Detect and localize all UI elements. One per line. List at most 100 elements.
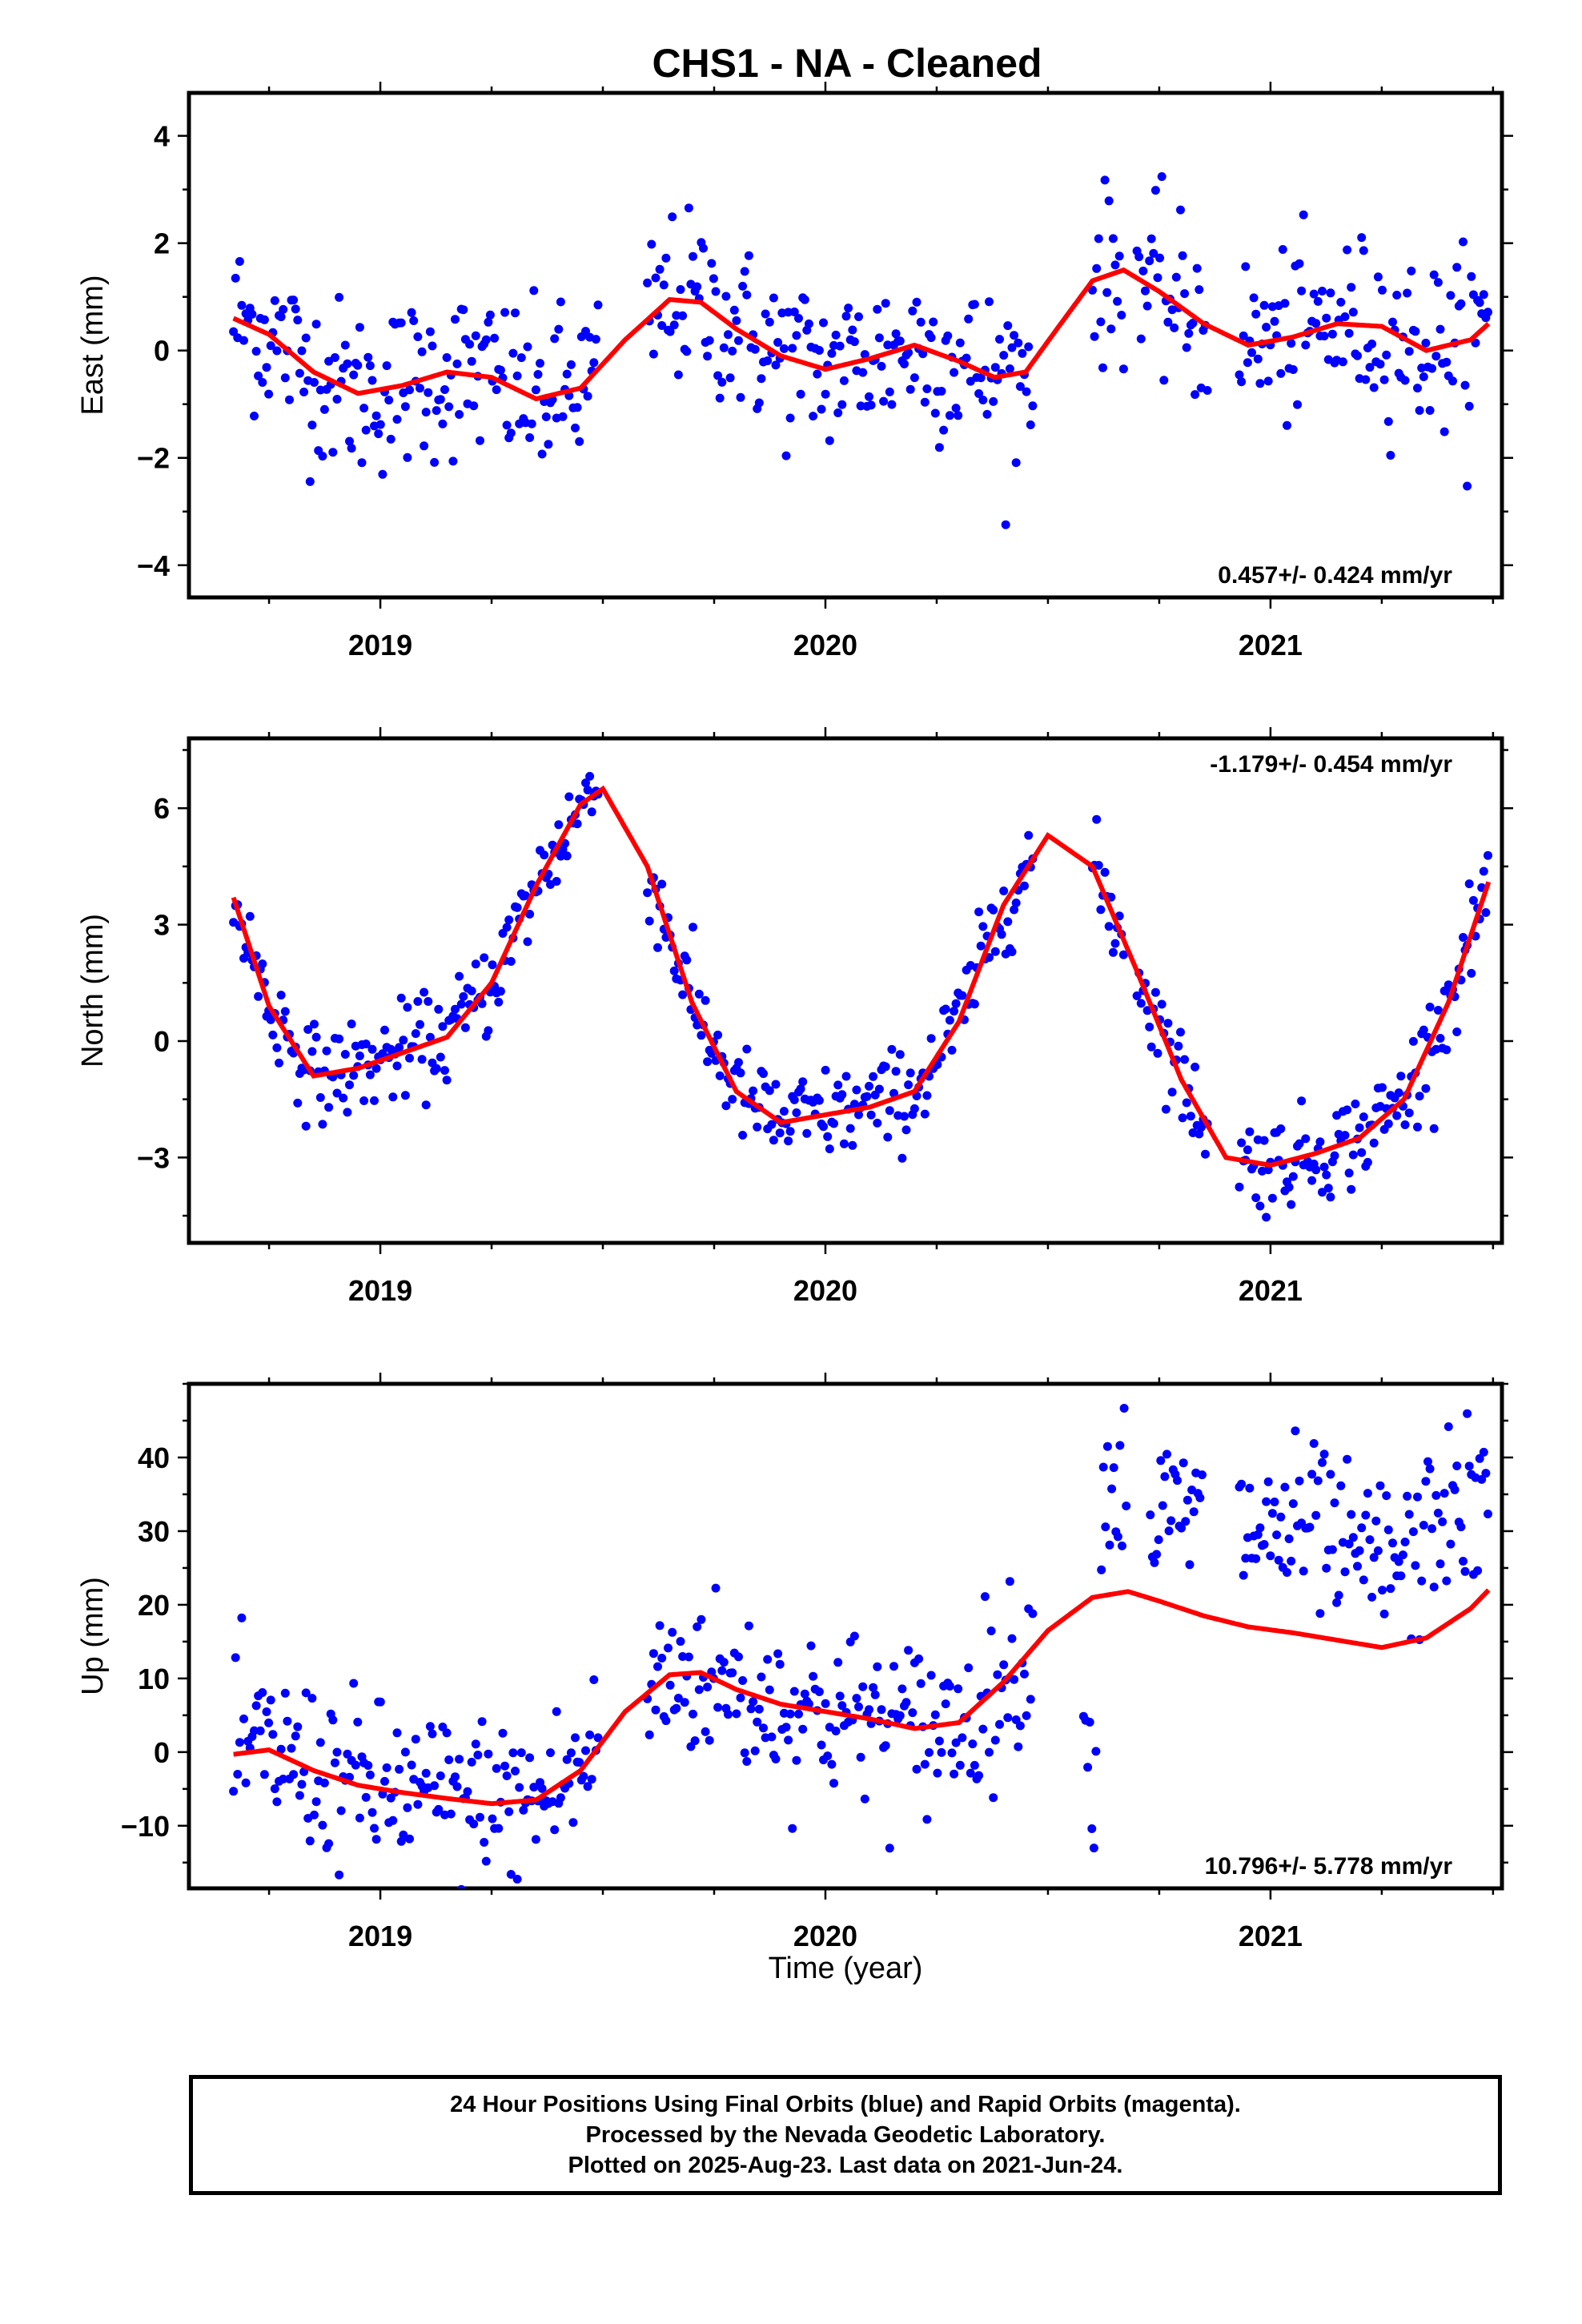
east-data-point	[1145, 256, 1154, 266]
north-data-point	[728, 1095, 737, 1104]
east-data-point	[1311, 319, 1321, 328]
east-data-point	[375, 420, 385, 429]
north-data-point	[367, 1044, 377, 1054]
up-data-point	[1166, 1516, 1176, 1526]
east-data-point	[511, 308, 520, 318]
up-data-point	[1446, 1539, 1456, 1549]
north-data-point	[1363, 1157, 1372, 1167]
north-data-point	[556, 851, 565, 861]
north-data-point	[1348, 1150, 1358, 1160]
east-data-point	[1373, 272, 1383, 282]
up-data-point	[970, 1760, 979, 1770]
up-data-point	[986, 1626, 996, 1635]
up-data-point	[1105, 1540, 1114, 1550]
east-data-point	[484, 317, 493, 327]
east-data-point	[1400, 376, 1410, 385]
north-data-point	[1433, 1006, 1443, 1015]
east-data-point	[307, 420, 317, 430]
east-data-point	[506, 428, 516, 438]
up-data-point	[1404, 1510, 1414, 1519]
up-data-point	[968, 1739, 978, 1749]
east-data-point	[995, 335, 1004, 344]
up-data-point	[1369, 1553, 1379, 1562]
up-data-point	[515, 1783, 524, 1792]
north-data-point	[405, 1053, 414, 1063]
north-ytick-label: 6	[154, 792, 170, 825]
north-data-point	[1174, 1041, 1183, 1051]
up-data-point	[255, 1726, 265, 1735]
north-data-point	[554, 820, 564, 830]
east-data-point	[1251, 309, 1261, 319]
up-data-point	[690, 1736, 700, 1746]
east-data-point	[367, 376, 377, 385]
east-data-point	[728, 346, 737, 356]
up-data-point	[1348, 1533, 1358, 1542]
east-data-point	[1270, 316, 1279, 326]
north-data-point	[440, 1066, 449, 1076]
east-data-point	[950, 368, 959, 377]
east-data-point	[382, 361, 391, 371]
north-data-point	[276, 991, 286, 1000]
footer-line-1: 24 Hour Positions Using Final Orbits (bl…	[450, 2092, 1241, 2117]
north-data-point	[1024, 830, 1034, 840]
east-data-point	[405, 385, 414, 395]
up-data-point	[1400, 1538, 1410, 1546]
north-data-point	[1157, 999, 1166, 1009]
east-data-point	[763, 356, 773, 365]
east-data-point	[809, 412, 818, 421]
up-data-point	[1456, 1522, 1466, 1532]
up-data-point	[771, 1755, 781, 1763]
up-data-point	[587, 1775, 596, 1784]
up-data-point	[1347, 1510, 1356, 1519]
up-data-point	[1429, 1582, 1439, 1592]
east-data-point	[451, 315, 460, 324]
east-data-point	[989, 396, 998, 406]
north-data-point	[945, 1015, 954, 1025]
east-data-point	[1338, 357, 1347, 367]
east-data-point	[1026, 420, 1035, 429]
north-data-point	[1311, 1165, 1321, 1175]
east-data-point	[1484, 308, 1492, 317]
up-data-point	[789, 1687, 799, 1696]
north-data-point	[897, 1153, 907, 1163]
up-data-point	[367, 1807, 377, 1817]
up-data-point	[672, 1703, 681, 1713]
up-data-point	[444, 1755, 454, 1764]
up-data-point	[1365, 1535, 1375, 1545]
north-data-point	[587, 807, 596, 817]
north-data-point	[395, 1043, 404, 1052]
up-data-point	[916, 1679, 926, 1688]
north-data-point	[1114, 911, 1124, 921]
north-data-point	[456, 999, 466, 1009]
up-data-point	[1266, 1551, 1275, 1561]
up-data-point	[1479, 1447, 1488, 1457]
east-data-point	[1278, 245, 1287, 254]
up-data-point	[589, 1675, 599, 1684]
up-data-point	[1442, 1576, 1452, 1586]
east-data-point	[1386, 451, 1395, 460]
east-data-point	[1180, 289, 1190, 299]
east-data-point	[550, 334, 560, 344]
east-data-point	[831, 330, 841, 340]
up-data-point	[1353, 1562, 1362, 1571]
north-data-point	[1467, 968, 1476, 978]
up-data-point	[451, 1772, 460, 1782]
east-data-point	[583, 392, 592, 401]
up-data-point	[380, 1776, 389, 1786]
up-data-point	[1433, 1508, 1443, 1518]
up-data-point	[870, 1690, 880, 1699]
east-data-point	[912, 297, 921, 307]
east-data-point	[985, 297, 994, 307]
up-data-point	[566, 1748, 576, 1758]
north-data-point	[1195, 1129, 1204, 1139]
east-data-point	[909, 373, 919, 383]
east-data-point	[403, 452, 412, 462]
up-data-point	[912, 1764, 921, 1774]
north-xtick-label: 2019	[348, 1274, 412, 1307]
east-data-point	[345, 436, 354, 446]
north-data-point	[585, 771, 595, 781]
up-data-point	[744, 1621, 753, 1630]
north-data-point	[866, 1110, 876, 1120]
up-data-point	[1262, 1497, 1271, 1506]
up-data-point	[502, 1771, 512, 1780]
